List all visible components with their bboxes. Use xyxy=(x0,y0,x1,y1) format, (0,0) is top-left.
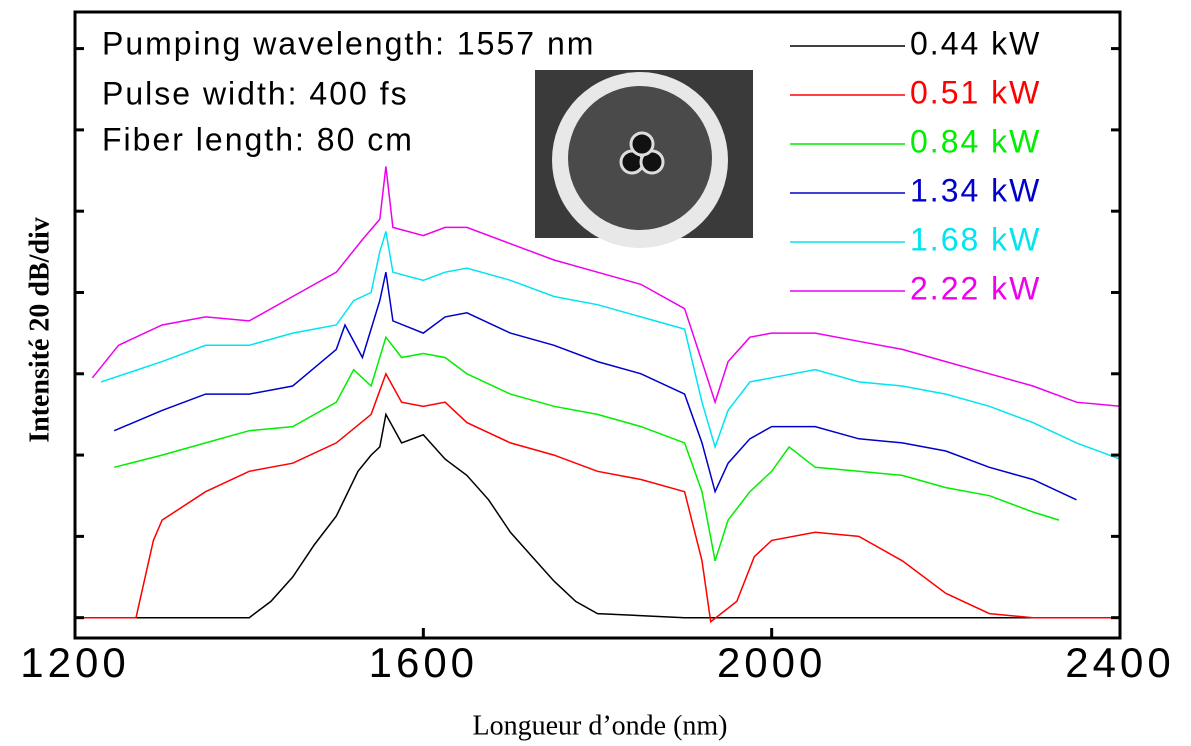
plot-frame xyxy=(73,10,1122,640)
inset-hole xyxy=(629,131,655,157)
x-tick-label: 1600 xyxy=(369,639,478,686)
x-tick-label: 2000 xyxy=(717,639,826,686)
legend-label: 0.44 kW xyxy=(910,25,1041,61)
x-tick-label: 1200 xyxy=(20,639,129,686)
series-line xyxy=(91,166,1121,408)
annotation: Pulse width: 400 fs xyxy=(102,75,409,111)
legend-label: 1.34 kW xyxy=(910,172,1041,208)
legend-label: 2.22 kW xyxy=(910,270,1041,306)
series-line xyxy=(100,231,1121,460)
annotation: Fiber length: 80 cm xyxy=(102,121,414,157)
y-axis-label: Intensité 20 dB/div xyxy=(24,217,55,443)
x-axis-label: Longueur d’onde (nm) xyxy=(472,710,727,741)
series-line xyxy=(75,371,1120,624)
x-tick-label: 2400 xyxy=(1065,639,1174,686)
legend-label: 1.68 kW xyxy=(910,221,1041,257)
legend-label: 0.51 kW xyxy=(910,74,1041,110)
annotation: Pumping wavelength: 1557 nm xyxy=(102,25,595,61)
series-line xyxy=(114,335,1060,562)
series-line xyxy=(75,412,1120,619)
legend-label: 0.84 kW xyxy=(910,123,1041,159)
series-line xyxy=(113,272,1077,501)
